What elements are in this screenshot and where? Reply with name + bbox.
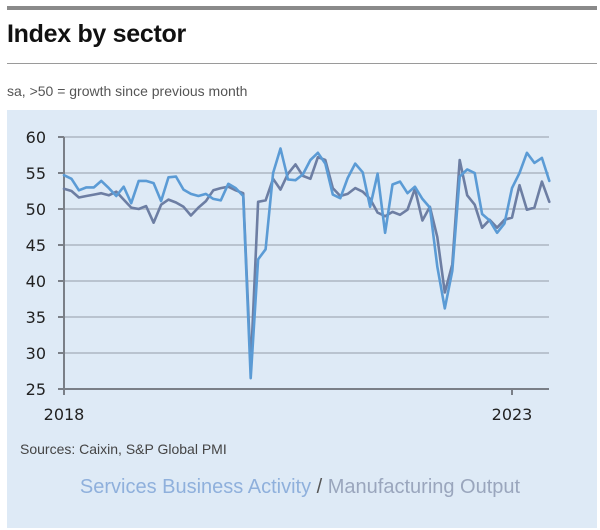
chart-subtitle: sa, >50 = growth since previous month <box>7 83 248 99</box>
series-lines <box>62 147 551 380</box>
x-axis-ticks: 2018 2023 <box>44 389 533 424</box>
y-tick-label: 25 <box>26 380 46 399</box>
x-tick-label: 2018 <box>44 405 85 424</box>
y-axis-ticks: 25 30 35 40 45 50 55 60 <box>26 128 64 399</box>
x-tick-label: 2023 <box>492 405 533 424</box>
axes <box>63 137 549 395</box>
y-tick-label: 55 <box>26 164 46 183</box>
y-tick-label: 35 <box>26 308 46 327</box>
y-tick-label: 30 <box>26 344 46 363</box>
y-tick-label: 60 <box>26 128 46 147</box>
legend-services: Services Business Activity <box>79 476 312 498</box>
y-tick-label: 50 <box>26 200 46 219</box>
manufacturing-line <box>62 155 551 369</box>
y-tick-label: 40 <box>26 272 46 291</box>
legend-manufacturing: Manufacturing Output <box>327 476 521 498</box>
chart-title: Index by sector <box>7 20 186 48</box>
gridlines <box>64 136 549 354</box>
sources-note: Sources: Caixin, S&P Global PMI <box>20 441 227 457</box>
legend: Services Business Activity / Manufacturi… <box>0 476 600 499</box>
top-rule <box>7 6 597 10</box>
chart-panel <box>7 110 597 528</box>
y-tick-label: 45 <box>26 236 46 255</box>
legend-separator: / <box>311 476 328 498</box>
services-line <box>62 147 551 380</box>
title-divider <box>7 63 597 64</box>
